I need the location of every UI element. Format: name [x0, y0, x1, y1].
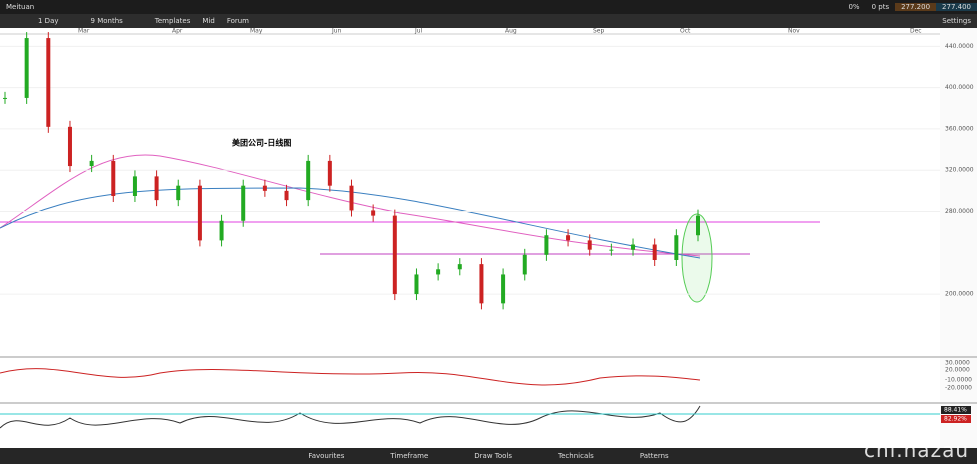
month-label: Apr [172, 28, 183, 35]
bottom-btn[interactable]: Draw Tools [474, 452, 513, 460]
osc-tick-label: -10.0000 [945, 377, 972, 384]
pts: 0 pts [871, 3, 890, 11]
candle [89, 160, 94, 167]
candle [414, 274, 419, 295]
candle [327, 160, 332, 186]
osc-tick-label: 20.0000 [945, 367, 970, 374]
candle [436, 269, 441, 275]
month-label: Jul [414, 28, 423, 35]
candle [674, 235, 679, 260]
y-tick-label: 400.0000 [945, 84, 974, 91]
tool-btn[interactable]: 9 Months [90, 17, 123, 25]
candle [587, 240, 592, 250]
candle [501, 274, 506, 304]
sell[interactable]: 277.200 [895, 3, 937, 11]
candle [566, 235, 571, 241]
candle [111, 160, 116, 196]
bottom-btn[interactable]: Timeframe [390, 452, 429, 460]
y-tick-label: 200.0000 [945, 291, 974, 298]
y-tick-label: 320.0000 [945, 167, 974, 174]
candle [522, 254, 527, 275]
y-tick-label: 440.0000 [945, 43, 974, 50]
stoch-label: 88.41% [944, 407, 967, 414]
month-label: Mar [78, 28, 90, 35]
chart: 美团公司-日线图 Mar Apr May Jun Jul Aug Sep Oct Nov Dec 4… [0, 28, 977, 448]
axis-bg [940, 28, 977, 448]
candle [154, 176, 159, 201]
bottom-bar: Favourites Timeframe Draw Tools Technica… [0, 448, 977, 464]
candle [631, 244, 636, 250]
candle [544, 235, 549, 255]
bottom-btn[interactable]: Patterns [639, 452, 669, 460]
bottom-btn[interactable]: Technicals [558, 452, 594, 460]
change: 0% [848, 3, 860, 11]
month-label: May [250, 28, 263, 35]
candle [67, 126, 72, 167]
watermark: cnl.nazau [864, 438, 969, 462]
candle [696, 215, 700, 236]
month-label: Sep [593, 28, 605, 35]
candle [306, 160, 311, 201]
toolbar: 1 Day 9 Months Templates Mid Forum Setti… [0, 14, 977, 28]
bottom-btn[interactable]: Favourites [308, 452, 345, 460]
candle [262, 185, 267, 191]
y-tick-label: 360.0000 [945, 125, 974, 132]
month-label: Aug [505, 28, 517, 35]
tool-btn[interactable]: Mid [202, 17, 215, 25]
candle [457, 264, 462, 270]
candle [46, 38, 51, 127]
candle [609, 249, 614, 251]
month-label: Dec [910, 28, 922, 35]
osc-tick-label: -20.0000 [945, 385, 972, 392]
candle [176, 185, 181, 201]
candle [652, 244, 657, 260]
candle [371, 210, 376, 216]
y-tick-label: 280.0000 [945, 208, 974, 215]
candle [349, 185, 354, 211]
tool-btn[interactable]: Forum [226, 17, 250, 25]
stoch-label: 82.92% [944, 416, 967, 423]
tool-btn[interactable]: Templates [154, 17, 191, 25]
buy[interactable]: 277.400 [936, 3, 977, 11]
candle [241, 185, 246, 221]
tool-btn[interactable]: 1 Day [38, 17, 59, 25]
instrument[interactable]: Meituan [6, 3, 35, 11]
stoch [0, 405, 701, 429]
month-label: Nov [788, 28, 800, 35]
annotation: 美团公司-日线图 [232, 138, 291, 148]
osc-tick-label: 30.0000 [945, 360, 970, 367]
candle [219, 220, 224, 241]
stoch-tag [941, 415, 971, 423]
title-bar: Meituan 0% 0 pts 277.200 277.400 [0, 0, 977, 14]
candle [284, 190, 289, 201]
month-label: Oct [680, 28, 691, 35]
candle [197, 185, 202, 241]
settings[interactable]: Settings [942, 17, 971, 25]
stoch-tag [941, 406, 971, 414]
candle [132, 176, 137, 196]
macd [0, 368, 701, 386]
month-label: Jun [331, 28, 342, 35]
candle [479, 264, 484, 304]
candle [24, 38, 29, 98]
candle [3, 97, 7, 99]
candle [392, 215, 397, 295]
